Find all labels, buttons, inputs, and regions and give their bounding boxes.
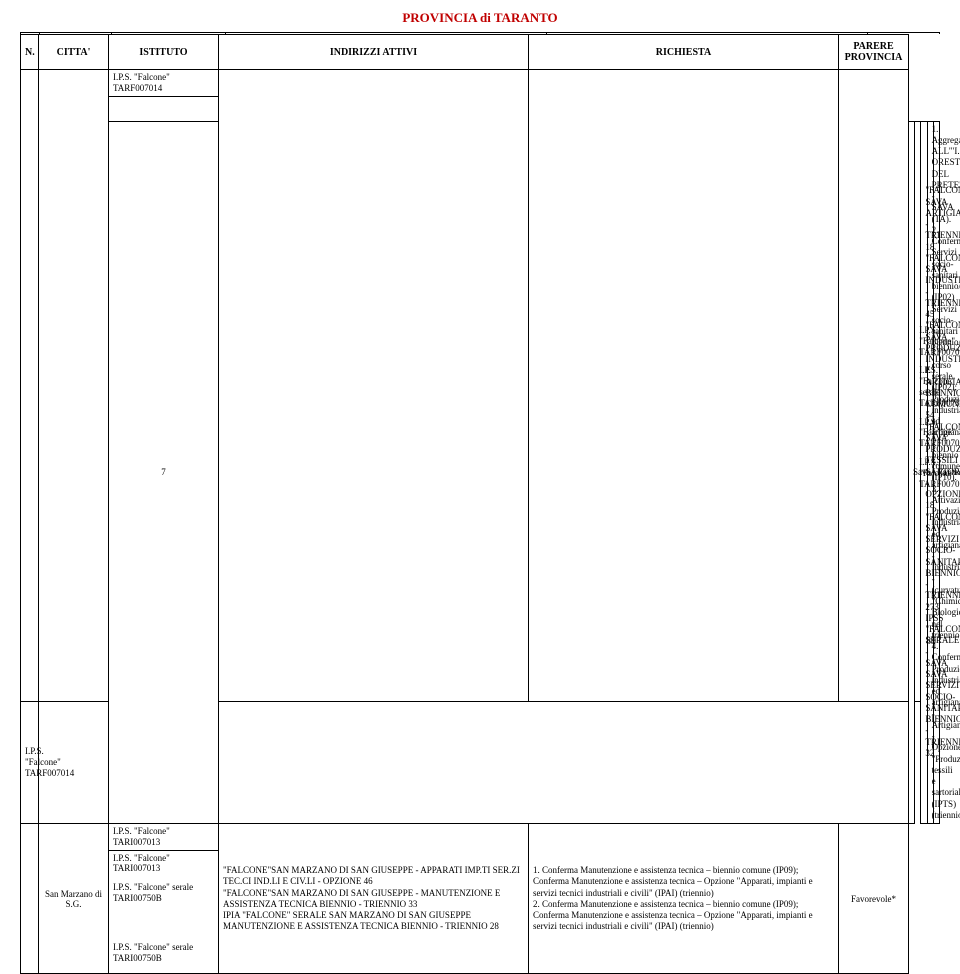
cell-citta: San Marzano di S.G. [39, 824, 109, 974]
cell-indirizzi: "FALCONE"SAN MARZANO DI SAN GIUSEPPE - A… [219, 824, 529, 974]
page-title: PROVINCIA di TARANTO [0, 0, 960, 32]
cell-parere [839, 70, 909, 702]
indirizzo-line: "FALCONE"SAN MARZANO DI SAN GIUSEPPE - M… [223, 888, 524, 911]
inst-name: I.P.S. "Falcone" [25, 746, 34, 768]
cell-richiesta [529, 70, 839, 702]
inst-name: I.P.S. "Falcone" serale [113, 942, 214, 953]
inst-name: I.P.S. "Falcone" [113, 72, 214, 83]
table-row: San Marzano di S.G. I.P.S. "Falcone" TAR… [21, 824, 940, 851]
inst-code: TARI00750B [113, 893, 214, 904]
indirizzo-line: IPIA "FALCONE" SERALE SAN MARZANO DI SAN… [223, 910, 524, 933]
page-number: 89 [926, 636, 936, 647]
inst-name: I.P.S. "Falcone" [113, 853, 214, 864]
cell-indirizzi [219, 70, 529, 702]
cell-n [21, 824, 39, 974]
richiesta-line: 2. Conferma Manutenzione e assistenza te… [533, 899, 834, 933]
main-table-real: N. CITTA' ISTITUTO INDIRIZZI ATTIVI RICH… [20, 34, 940, 974]
col-header-citta: CITTA' [39, 35, 109, 70]
cell-istituto: I.P.S. "Falcone" TARF007014 [21, 701, 39, 823]
col-header-istituto: ISTITUTO [109, 35, 219, 70]
richiesta-line: 1. Conferma Manutenzione e assistenza te… [533, 865, 834, 899]
cell-istituto: I.P.S. "Falcone" TARI007013 [109, 824, 219, 851]
inst-code: TARF007014 [25, 768, 34, 779]
cell-n: 7 [109, 121, 219, 824]
cell-istituto [109, 96, 219, 121]
cell-citta [39, 70, 109, 702]
col-header-n: N. [21, 35, 39, 70]
inst-code: TARI007013 [113, 863, 214, 874]
cell-istituto: I.P.S. "Falcone" TARF007014 [109, 70, 219, 97]
table-header-row: N. CITTA' ISTITUTO INDIRIZZI ATTIVI RICH… [21, 35, 940, 70]
inst-code: TARI00750B [113, 953, 214, 964]
col-header-parere: PARERE PROVINCIA [839, 35, 909, 70]
inst-code: TARF007014 [113, 83, 214, 94]
cell-richiesta: 1. Conferma Manutenzione e assistenza te… [529, 824, 839, 974]
table-row: I.P.S. "Falcone" TARF007014 [21, 70, 940, 97]
cell-istituto: I.P.S. "Falcone" TARI007013 I.P.S. "Falc… [109, 850, 219, 974]
inst-name: I.P.S. "Falcone" [113, 826, 214, 837]
indirizzo-line: "FALCONE"SAN MARZANO DI SAN GIUSEPPE - A… [223, 865, 524, 888]
col-header-indirizzi: INDIRIZZI ATTIVI [219, 35, 529, 70]
cell-n [21, 70, 39, 702]
cell-parere: Favorevole* [839, 824, 909, 974]
inst-name: I.P.S. "Falcone" serale [113, 882, 214, 893]
inst-code: TARI007013 [113, 837, 214, 848]
col-header-richiesta: RICHIESTA [529, 35, 839, 70]
